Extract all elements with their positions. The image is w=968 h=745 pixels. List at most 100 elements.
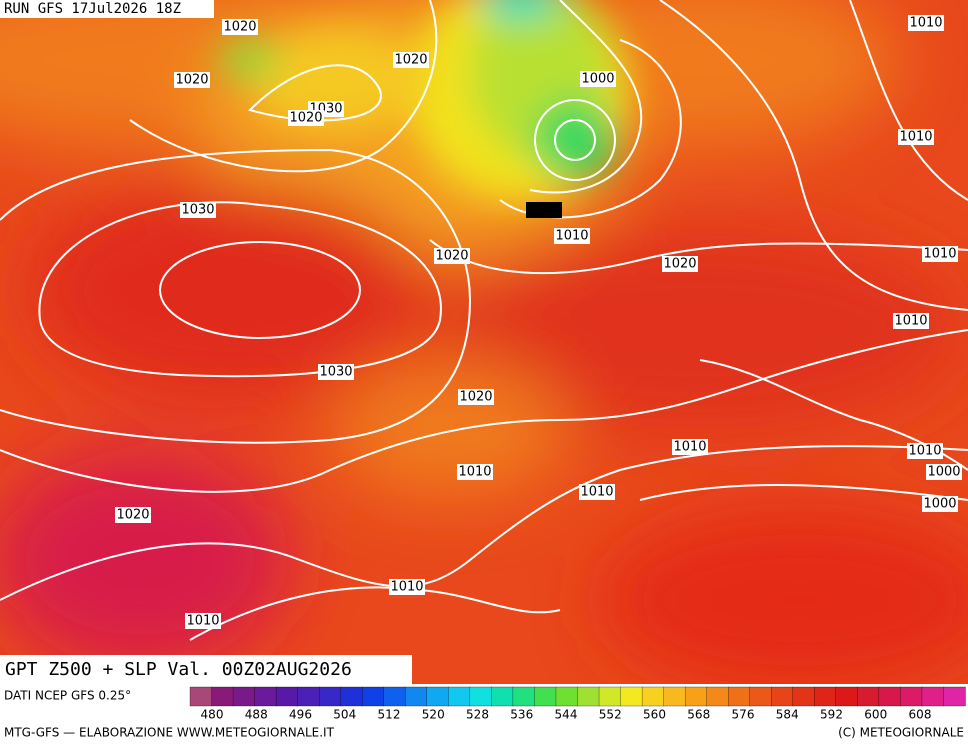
isobar-label: 1000 [927, 465, 960, 480]
colorbar-tick-label: 600 [864, 708, 887, 722]
colorbar-cell [555, 686, 579, 707]
colorbar-cell [728, 686, 751, 707]
colorbar-cell [684, 686, 708, 707]
colorbar-cell [534, 686, 557, 707]
footer-right: (C) METEOGIORNALE [838, 726, 964, 740]
colorbar-cell [297, 686, 320, 707]
isobar-label-box [672, 439, 708, 455]
colorbar-cell [275, 686, 299, 707]
isobar-label-box [457, 464, 493, 480]
run-text: RUN GFS 17Jul2026 18Z [4, 1, 181, 17]
colorbar-cell [857, 686, 880, 707]
colorbar-cell [405, 686, 428, 707]
map-title: GPT Z500 + SLP Val. 00Z02AUG2026 [5, 659, 352, 680]
colorbar-cell [792, 686, 815, 707]
isobar-label: 1020 [116, 508, 149, 523]
isobar-label: 1020 [223, 20, 256, 35]
colorbar-cell [641, 686, 665, 707]
colorbar-tick-label: 536 [510, 708, 533, 722]
isobar-label: 1010 [899, 130, 932, 145]
colorbar-tick-label: 528 [466, 708, 489, 722]
isobar-label-box [898, 129, 934, 145]
colorbar-cell [469, 686, 493, 707]
isobar-label-box [389, 579, 425, 595]
isobar-label-box [222, 19, 258, 35]
isobar-label: 1020 [663, 257, 696, 272]
isobar-label: 1030 [319, 365, 352, 380]
colorbar-cell [663, 686, 686, 707]
colorbar-cell [448, 686, 471, 707]
colorbar-cell [706, 686, 729, 707]
colorbar-tick-label: 592 [820, 708, 843, 722]
colorbar-cell [749, 686, 772, 707]
colorbar-tick-label: 608 [909, 708, 932, 722]
isobar-label: 1020 [289, 111, 322, 126]
isobar-label-box [554, 228, 590, 244]
isobar-label: 1020 [435, 249, 468, 264]
colorbar-cell [814, 686, 837, 707]
colorbar-tick-label: 504 [333, 708, 356, 722]
colorbar-cell [878, 686, 902, 707]
colorbar-cell [362, 686, 385, 707]
isobar-label: 1000 [581, 72, 614, 87]
colorbar-tick-label: 480 [201, 708, 224, 722]
isobar-label-box [174, 72, 210, 88]
isobar-label: 1010 [673, 440, 706, 455]
isobar-label: 1010 [908, 444, 941, 459]
isobar-label: 552 [532, 203, 557, 218]
colorbar-cell [900, 686, 923, 707]
colorbar-tick-label: 552 [599, 708, 622, 722]
colorbar-cell [319, 686, 342, 707]
isobar-label: 1020 [394, 53, 427, 68]
isobar-label: 1000 [923, 497, 956, 512]
isobar-label: 1010 [580, 485, 613, 500]
isobar-label-box [180, 202, 216, 218]
isobar-label-box [115, 507, 151, 523]
isobar-label: 1010 [390, 580, 423, 595]
colorbar-cell [232, 686, 256, 707]
isobar-label-box [907, 443, 943, 459]
isobar-label-box [908, 15, 944, 31]
isobar-label: 1030 [181, 203, 214, 218]
isobar-label: 1010 [458, 465, 491, 480]
colorbar-cell [598, 686, 622, 707]
colorbar-cell [426, 686, 449, 707]
isobar-label-box [318, 364, 354, 380]
colorbar-cell [512, 686, 536, 707]
colorbar-tick-label: 576 [732, 708, 755, 722]
colorbar-cell [383, 686, 406, 707]
colorbar-tick-label: 488 [245, 708, 268, 722]
isobar-label: 1020 [175, 73, 208, 88]
isobar-label-box [393, 52, 429, 68]
colorbar-cell [340, 686, 363, 707]
colorbar-tick-label: 544 [555, 708, 578, 722]
isobar-label-box [922, 246, 958, 262]
colorbar-cell [620, 686, 643, 707]
colorbar-cell [577, 686, 600, 707]
isobar-label-box [662, 256, 698, 272]
isobar-label-box [922, 496, 958, 512]
run-box [0, 0, 214, 18]
title-box [0, 655, 412, 684]
colorbar-tick-label: 584 [776, 708, 799, 722]
isobar-label-box [580, 71, 616, 87]
colorbar-tick-label: 560 [643, 708, 666, 722]
isobar-label-box [288, 110, 324, 126]
isobar-label: 1010 [923, 247, 956, 262]
isobar-label-box [926, 464, 962, 480]
colorbar-cell [771, 686, 794, 707]
isobar-label: 1020 [459, 390, 492, 405]
colorbar-tick-label: 520 [422, 708, 445, 722]
isobar-label-box [526, 202, 562, 218]
isobar-label-box [434, 248, 470, 264]
isobar-label-box [893, 313, 929, 329]
colorbar-tick-label: 496 [289, 708, 312, 722]
isobar-label: 1010 [555, 229, 588, 244]
isobar-label: 1010 [894, 314, 927, 329]
colorbar-cell [921, 686, 945, 707]
colorbar-cell [211, 686, 234, 707]
isobar-label-box [185, 613, 221, 629]
colorbar-cell [943, 686, 966, 707]
colorbar-cell [491, 686, 514, 707]
